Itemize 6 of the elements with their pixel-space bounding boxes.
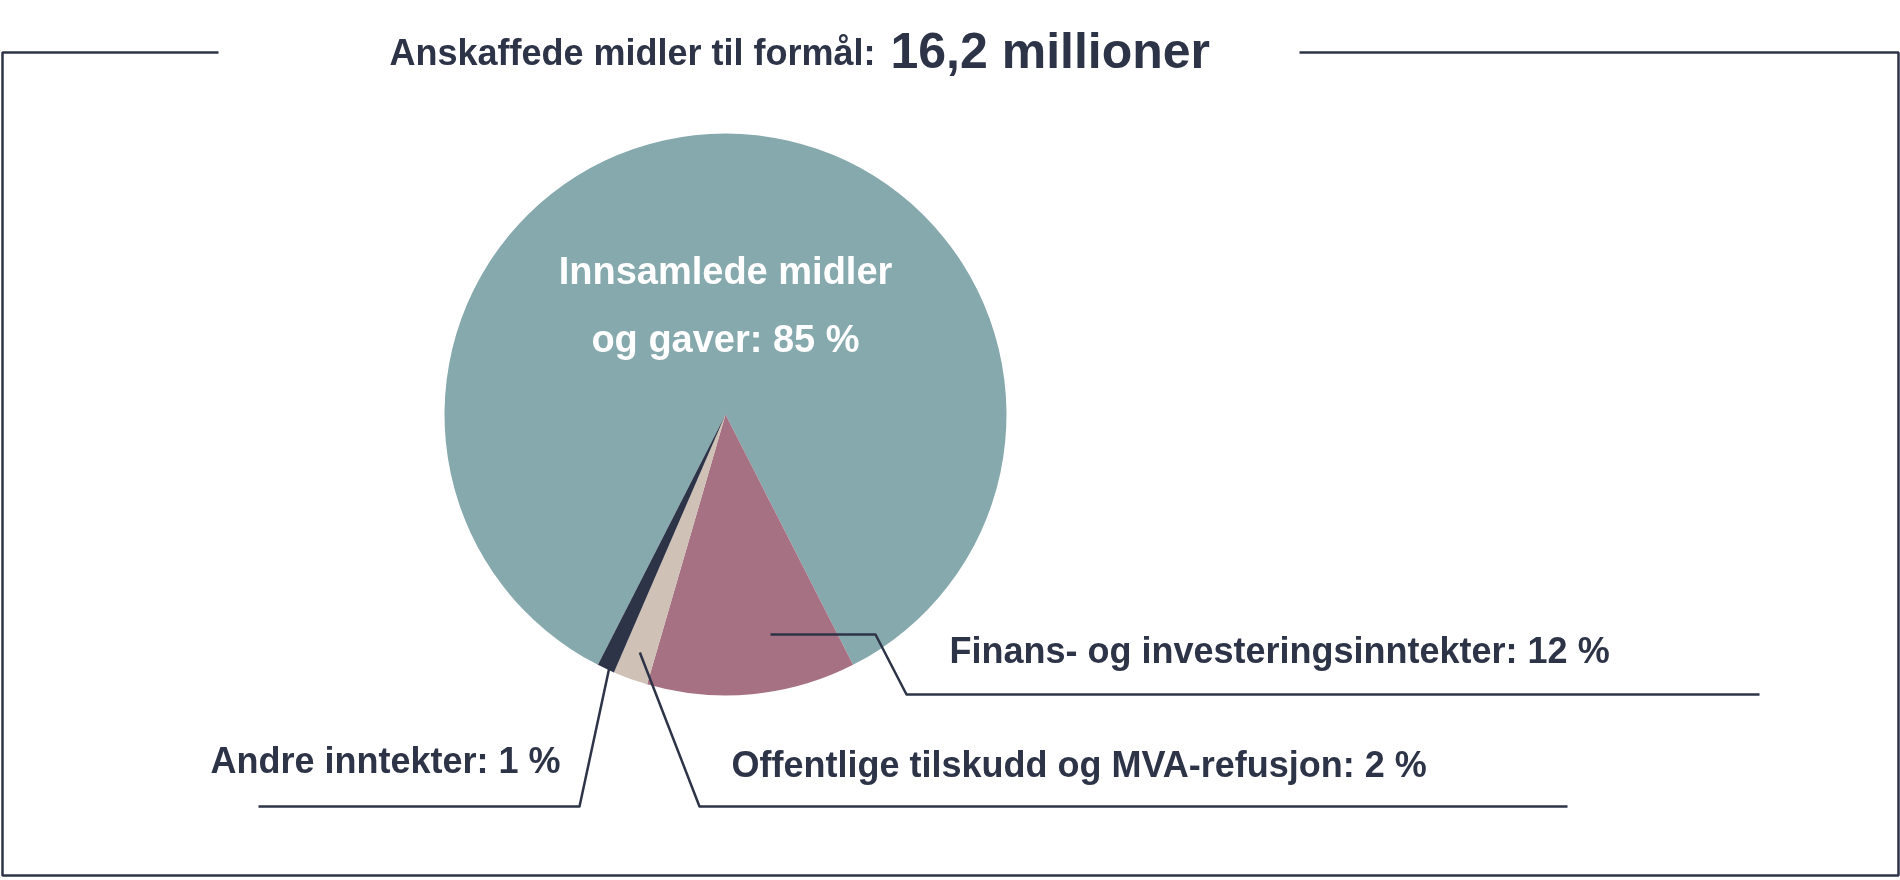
chart-subtitle: 16,2 millioner — [890, 22, 1211, 79]
slice-label: Offentlige tilskudd og MVA-refusjon: 2 % — [731, 744, 1427, 785]
slice-label: Finans- og investeringsinntekter: 12 % — [949, 630, 1610, 671]
chart-title: Anskaffede midler til formål: — [389, 32, 876, 73]
slice-label: Innsamlede midler og gaver: 85 % — [558, 249, 893, 360]
slice-label: Andre inntekter: 1 % — [210, 740, 561, 781]
